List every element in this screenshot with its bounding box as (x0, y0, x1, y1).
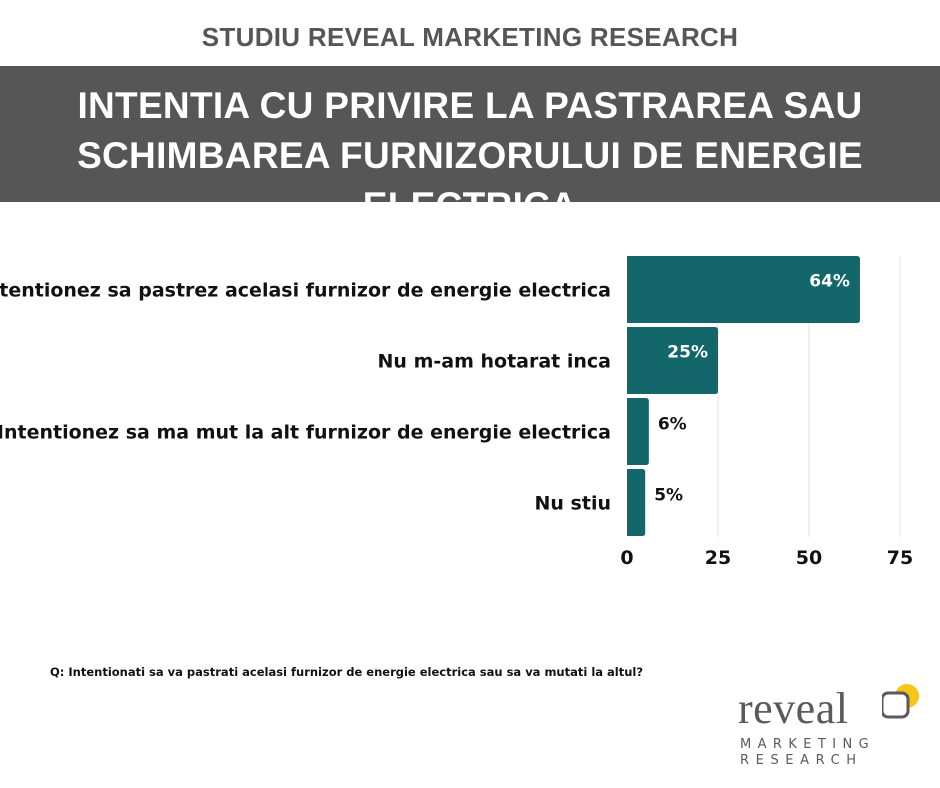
x-tick-label-3: 75 (887, 547, 913, 569)
chart-title: INTENTIA CU PRIVIRE LA PASTRAREA SAU SCH… (0, 81, 940, 231)
bar-3 (627, 469, 646, 536)
bar-2 (627, 398, 649, 465)
category-label-2: Intentionez sa ma mut la alt furnizor de… (0, 422, 611, 444)
category-label-3: Nu stiu (535, 493, 611, 515)
study-kicker: STUDIU REVEAL MARKETING RESEARCH (201, 22, 739, 52)
title-line-2: SCHIMBAREA FURNIZORULUI DE ENERGIE ELECT… (77, 135, 863, 226)
reveal-logo: reveal MARKETING RESEARCH (738, 683, 928, 773)
title-banner (0, 66, 940, 202)
survey-question: Q: Intentionati sa va pastrati acelasi f… (50, 665, 644, 679)
logo-mark-icon (882, 684, 919, 719)
value-labels: 64% 25% 6% 5% (654, 272, 850, 506)
bars (627, 256, 860, 536)
value-label-2: 6% (658, 415, 687, 435)
value-label-3: 5% (654, 486, 683, 506)
category-label-1: Nu m-am hotarat inca (378, 351, 611, 373)
value-label-0: 64% (809, 272, 850, 292)
x-tick-label-1: 25 (705, 547, 731, 569)
bar-0 (627, 256, 860, 323)
title-line-1: INTENTIA CU PRIVIRE LA PASTRAREA SAU (77, 85, 863, 126)
x-tick-label-2: 50 (796, 547, 822, 569)
logo-line-marketing: MARKETING (740, 737, 876, 752)
value-label-1: 25% (667, 343, 708, 363)
logo-wordmark: reveal (738, 684, 849, 733)
category-label-0: Intentionez sa pastrez acelasi furnizor … (0, 280, 611, 302)
bar-chart: Intentionez sa pastrez acelasi furnizor … (0, 256, 913, 569)
bar-1 (627, 327, 718, 394)
x-axis-ticks: 0 25 50 75 (620, 547, 913, 569)
logo-line-research: RESEARCH (740, 753, 863, 768)
category-labels: Intentionez sa pastrez acelasi furnizor … (0, 280, 611, 515)
x-tick-label-0: 0 (620, 547, 633, 569)
